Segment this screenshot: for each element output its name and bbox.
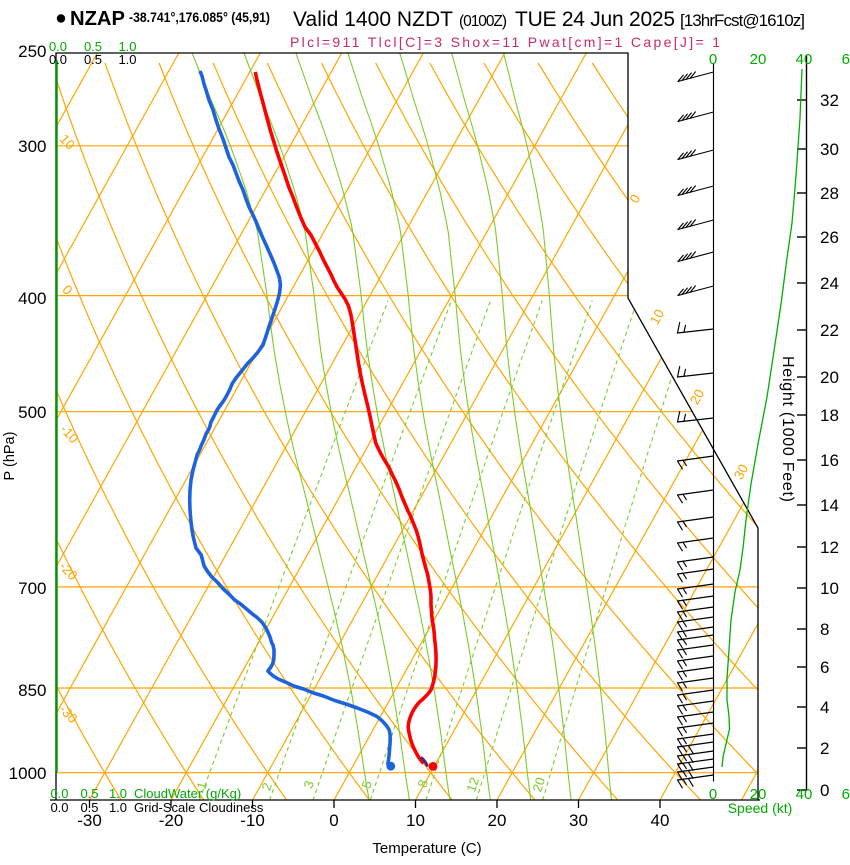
svg-text:Grid-Scale Cloudiness: Grid-Scale Cloudiness: [134, 800, 264, 815]
svg-text:0.0: 0.0: [49, 52, 67, 67]
svg-text:6: 6: [820, 658, 829, 677]
svg-text:-38.741°,176.085° (45,91): -38.741°,176.085° (45,91): [129, 10, 270, 25]
svg-text:0: 0: [709, 51, 717, 68]
svg-text:[13hrFcst@1610z]: [13hrFcst@1610z]: [680, 11, 805, 30]
svg-text:26: 26: [820, 228, 839, 247]
svg-text:16: 16: [820, 451, 839, 470]
svg-text:850: 850: [18, 681, 46, 700]
svg-text:0.5: 0.5: [80, 800, 98, 815]
svg-text:Speed (kt): Speed (kt): [728, 800, 793, 816]
svg-text:0: 0: [709, 786, 717, 803]
svg-text:1.0: 1.0: [109, 800, 127, 815]
svg-text:60: 60: [842, 786, 850, 803]
svg-text:20: 20: [488, 811, 507, 830]
svg-text:0: 0: [329, 811, 338, 830]
svg-text:24: 24: [820, 274, 839, 293]
svg-text:4: 4: [820, 698, 829, 717]
svg-text:10: 10: [406, 811, 425, 830]
svg-text:8: 8: [820, 620, 829, 639]
svg-text:0: 0: [820, 781, 829, 800]
svg-text:40: 40: [651, 811, 670, 830]
svg-text:TUE 24 Jun 2025: TUE 24 Jun 2025: [515, 8, 675, 31]
svg-text:NZAP: NZAP: [70, 8, 125, 30]
svg-text:40: 40: [796, 786, 813, 803]
svg-text:400: 400: [18, 289, 46, 308]
svg-text:1.0: 1.0: [109, 786, 127, 801]
svg-text:14: 14: [820, 496, 839, 515]
svg-text:300: 300: [18, 137, 46, 156]
svg-text:30: 30: [569, 811, 588, 830]
svg-text:10: 10: [820, 579, 839, 598]
svg-text:0.0: 0.0: [50, 786, 68, 801]
svg-text:18: 18: [820, 406, 839, 425]
svg-text:Height (1000 Feet): Height (1000 Feet): [779, 356, 796, 502]
svg-text:Valid 1400 NZDT: Valid 1400 NZDT: [293, 8, 453, 31]
svg-text:12: 12: [820, 538, 839, 557]
svg-text:0.0: 0.0: [50, 800, 68, 815]
svg-text:1.0: 1.0: [118, 52, 136, 67]
svg-text:Temperature (C): Temperature (C): [372, 840, 481, 857]
svg-text:2: 2: [820, 739, 829, 758]
svg-text:(0100Z): (0100Z): [459, 13, 507, 30]
svg-text:22: 22: [820, 321, 839, 340]
svg-text:0.5: 0.5: [84, 52, 102, 67]
svg-text:P (hPa): P (hPa): [2, 432, 18, 481]
svg-text:32: 32: [820, 91, 839, 110]
svg-text:20: 20: [750, 51, 767, 68]
svg-text:40: 40: [796, 51, 813, 68]
svg-text:30: 30: [820, 140, 839, 159]
svg-text:1000: 1000: [9, 764, 47, 783]
svg-text:250: 250: [18, 42, 46, 61]
svg-text:0.5: 0.5: [80, 786, 98, 801]
svg-text:Plcl=911 Tlcl[C]=3 Shox=11 Pwa: Plcl=911 Tlcl[C]=3 Shox=11 Pwat[cm]=1 Ca…: [290, 34, 720, 50]
svg-text:28: 28: [820, 184, 839, 203]
svg-text:60: 60: [842, 51, 850, 68]
svg-text:20: 20: [820, 368, 839, 387]
svg-text:CloudWater (g/Kg): CloudWater (g/Kg): [134, 786, 241, 801]
svg-text:500: 500: [18, 403, 46, 422]
svg-text:700: 700: [18, 579, 46, 598]
